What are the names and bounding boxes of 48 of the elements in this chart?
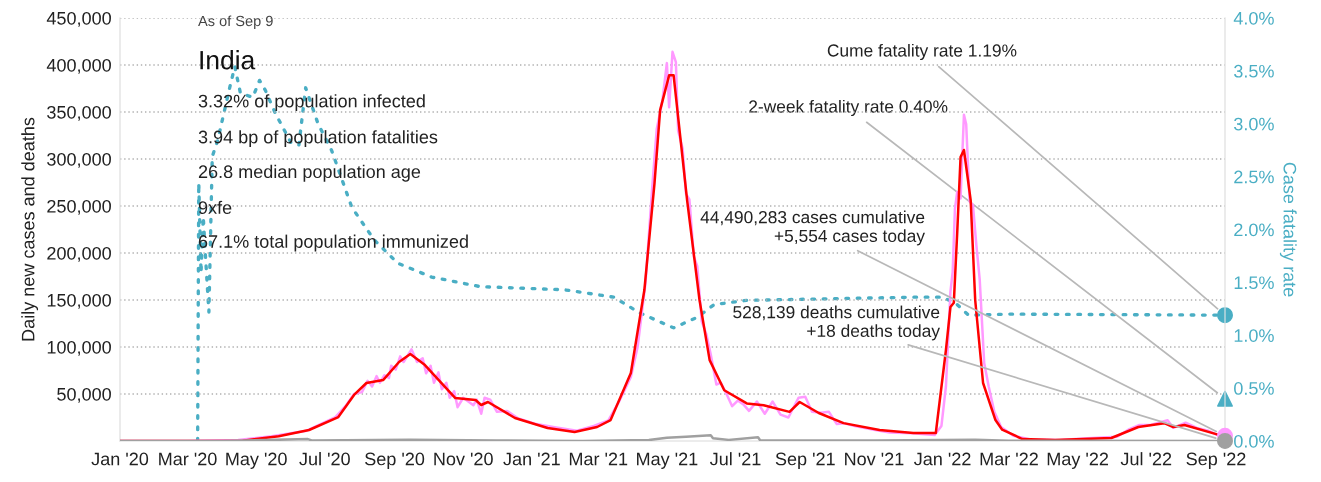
y2-tick-label: 2.5% xyxy=(1234,170,1274,184)
annotation: 26.8 median population age xyxy=(198,164,421,182)
y-tick-label: 400,000 xyxy=(46,58,111,74)
y2-tick-label: 0.5% xyxy=(1234,382,1274,395)
x-tick-label: Jul '21 xyxy=(709,452,761,466)
y2-axis-title: Case fatality rate xyxy=(1279,162,1297,297)
x-tick-label: May '20 xyxy=(226,452,287,469)
y2-tick-label: 3.5% xyxy=(1234,64,1274,78)
y-tick-label: 250,000 xyxy=(47,199,111,215)
annotation: 67.1% total population immunized xyxy=(198,234,468,252)
y2-tick-label: 2.0% xyxy=(1234,223,1274,237)
x-tick-label: Sep '22 xyxy=(1186,452,1246,469)
text: Cume fatality rate 1.19% xyxy=(827,43,1017,61)
text: 44,490,283 cases cumulative +5,554 cases today xyxy=(700,210,925,246)
y-tick-label: 350,000 xyxy=(47,105,111,121)
x-tick-label: Jan '20 xyxy=(91,452,149,466)
x-tick-label: Jul '20 xyxy=(299,452,350,466)
y-tick-label: 300,000 xyxy=(47,152,111,168)
annotation: 9xfe xyxy=(198,200,232,215)
y-tick-label: 200,000 xyxy=(47,246,111,262)
y-tick-label: 100,000 xyxy=(47,340,111,356)
text: India xyxy=(200,50,256,70)
x-tick-label: May '22 xyxy=(1047,452,1109,469)
y-axis-title: Daily new cases and deaths xyxy=(21,117,39,341)
y2-tick-label: 4.0% xyxy=(1233,11,1274,25)
y2-tick-label: 1.0% xyxy=(1234,329,1274,342)
text: 528,139 deaths cumulative +18 deaths today xyxy=(733,305,940,341)
y-tick-label: 150,000 xyxy=(47,293,111,309)
x-tick-label: May '21 xyxy=(637,452,698,469)
y-tick-label: 50,000 xyxy=(57,387,111,403)
y2-tick-label: 1.5% xyxy=(1234,276,1274,290)
annotation: 3.32% of population infected xyxy=(198,94,425,112)
y-tick-label: 450,000 xyxy=(46,11,111,27)
x-tick-label: Jan '22 xyxy=(914,452,971,466)
x-tick-label: Mar '22 xyxy=(980,452,1038,466)
annotation: 3.94 bp of population fatalities xyxy=(198,130,438,147)
x-tick-label: Nov '21 xyxy=(845,452,904,466)
x-tick-label: Mar '20 xyxy=(159,452,217,466)
x-tick-label: Sep '21 xyxy=(775,452,835,469)
chart-subtitle: As of Sep 9 xyxy=(198,15,273,30)
x-tick-label: Jan '21 xyxy=(503,452,560,466)
x-tick-label: Jul '22 xyxy=(1120,452,1172,466)
y2-tick-label: 3.0% xyxy=(1234,117,1274,131)
text: 2-week fatality rate 0.40% xyxy=(749,99,948,117)
x-tick-label: Sep '20 xyxy=(365,452,425,469)
y2-tick-label: 0.0% xyxy=(1234,434,1274,448)
x-tick-label: Mar '21 xyxy=(569,452,628,466)
x-tick-label: Nov '20 xyxy=(434,452,493,466)
